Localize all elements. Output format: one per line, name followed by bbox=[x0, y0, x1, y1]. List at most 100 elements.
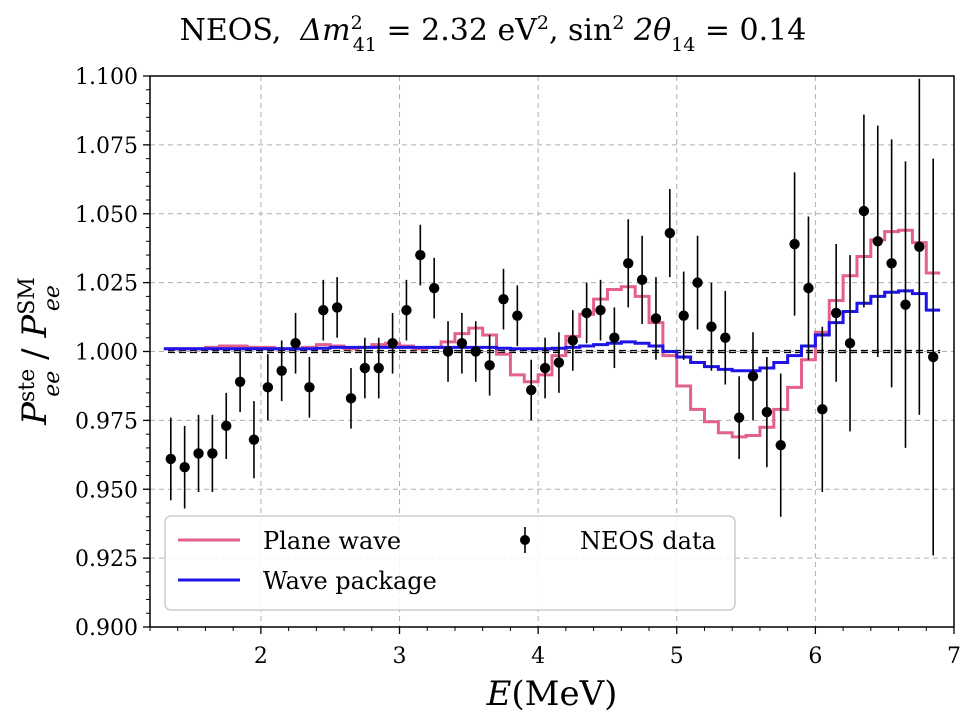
data-marker bbox=[248, 434, 260, 445]
data-point bbox=[678, 271, 689, 360]
x-tick-label: 4 bbox=[531, 644, 545, 669]
data-marker bbox=[193, 448, 204, 459]
legend: Plane wave Wave package NEOS data bbox=[164, 515, 736, 611]
neos-data-points bbox=[165, 78, 939, 556]
data-marker bbox=[609, 332, 620, 343]
data-marker bbox=[581, 307, 592, 319]
data-point bbox=[207, 414, 218, 493]
data-marker bbox=[595, 304, 606, 316]
data-point bbox=[844, 255, 856, 432]
data-marker bbox=[775, 439, 786, 451]
data-marker bbox=[678, 310, 689, 321]
data-marker bbox=[318, 304, 329, 316]
data-marker bbox=[928, 351, 939, 363]
data-point bbox=[830, 244, 842, 382]
data-marker bbox=[636, 274, 648, 286]
data-marker bbox=[803, 282, 814, 294]
chart-title: NEOS, Δm2 41 = 2.32 eV2, sin2 2θ14 = 0.14 bbox=[180, 12, 807, 56]
data-point bbox=[650, 277, 662, 360]
data-point bbox=[387, 312, 398, 374]
data-point bbox=[664, 188, 676, 278]
x-tick-label: 5 bbox=[670, 644, 684, 669]
data-marker bbox=[553, 357, 565, 368]
x-axis-label: E(MeV) bbox=[486, 674, 618, 714]
data-point bbox=[526, 359, 537, 421]
data-marker bbox=[276, 365, 287, 376]
data-marker bbox=[733, 412, 745, 423]
data-point bbox=[914, 78, 925, 415]
data-point bbox=[415, 224, 426, 286]
data-marker bbox=[401, 304, 412, 316]
data-point bbox=[428, 257, 440, 319]
y-tick-label: 1.025 bbox=[75, 272, 138, 297]
data-point bbox=[442, 321, 454, 382]
x-tick-label: 2 bbox=[254, 644, 268, 669]
data-marker bbox=[470, 346, 481, 357]
y-tick-label: 1.050 bbox=[75, 203, 138, 228]
data-marker bbox=[720, 332, 731, 343]
data-marker bbox=[650, 313, 662, 324]
data-point bbox=[498, 268, 509, 330]
axis-ticks bbox=[143, 75, 955, 634]
data-point bbox=[595, 279, 606, 341]
data-point bbox=[928, 158, 939, 556]
data-marker bbox=[830, 307, 842, 319]
data-point bbox=[470, 321, 481, 382]
data-point bbox=[623, 219, 634, 308]
data-marker bbox=[747, 371, 759, 382]
data-marker bbox=[789, 238, 800, 250]
data-marker bbox=[539, 362, 551, 374]
data-marker bbox=[304, 382, 315, 393]
data-point bbox=[789, 172, 800, 316]
data-marker bbox=[221, 420, 232, 432]
data-point bbox=[248, 401, 260, 479]
data-marker bbox=[900, 299, 911, 310]
data-point bbox=[692, 235, 703, 330]
data-point bbox=[761, 357, 773, 468]
data-point bbox=[318, 279, 329, 341]
data-marker bbox=[692, 277, 703, 288]
data-point bbox=[886, 139, 897, 388]
data-point bbox=[858, 114, 870, 308]
data-point bbox=[609, 307, 620, 369]
data-point bbox=[373, 337, 384, 399]
series-line-plane-wave bbox=[163, 228, 941, 439]
data-marker bbox=[567, 335, 578, 346]
data-point bbox=[900, 161, 911, 448]
legend-label-plane-wave: Plane wave bbox=[263, 527, 401, 555]
data-point bbox=[193, 414, 204, 493]
data-point bbox=[359, 337, 371, 399]
y-tick-label: 1.075 bbox=[75, 134, 138, 159]
legend-swatch-neos-data-marker bbox=[520, 535, 530, 545]
data-marker bbox=[428, 282, 440, 294]
data-marker bbox=[345, 393, 357, 404]
data-marker bbox=[165, 453, 176, 465]
legend-box bbox=[164, 515, 736, 611]
data-marker bbox=[331, 302, 343, 313]
data-point bbox=[262, 354, 274, 421]
data-point bbox=[747, 332, 759, 421]
data-point bbox=[636, 235, 648, 324]
x-tick-label: 6 bbox=[808, 644, 822, 669]
data-marker bbox=[456, 338, 468, 349]
y-tick-label: 0.900 bbox=[75, 616, 138, 641]
y-tick-label: 0.950 bbox=[75, 478, 138, 503]
data-marker bbox=[623, 258, 634, 269]
data-marker bbox=[872, 236, 883, 247]
data-point bbox=[221, 392, 232, 459]
data-point bbox=[720, 290, 731, 385]
legend-label-neos-data: NEOS data bbox=[580, 527, 716, 555]
x-tick-labels: 2 3 4 5 6 7 bbox=[254, 644, 961, 669]
data-marker bbox=[207, 448, 218, 459]
data-point bbox=[803, 216, 814, 360]
data-point bbox=[817, 326, 828, 493]
data-marker bbox=[484, 360, 495, 371]
data-marker bbox=[179, 462, 190, 473]
data-marker bbox=[262, 382, 274, 393]
data-point bbox=[512, 285, 523, 346]
data-marker bbox=[664, 227, 676, 239]
data-point bbox=[331, 277, 343, 338]
data-marker bbox=[512, 310, 523, 321]
x-tick-label: 3 bbox=[393, 644, 407, 669]
data-point bbox=[401, 279, 412, 341]
